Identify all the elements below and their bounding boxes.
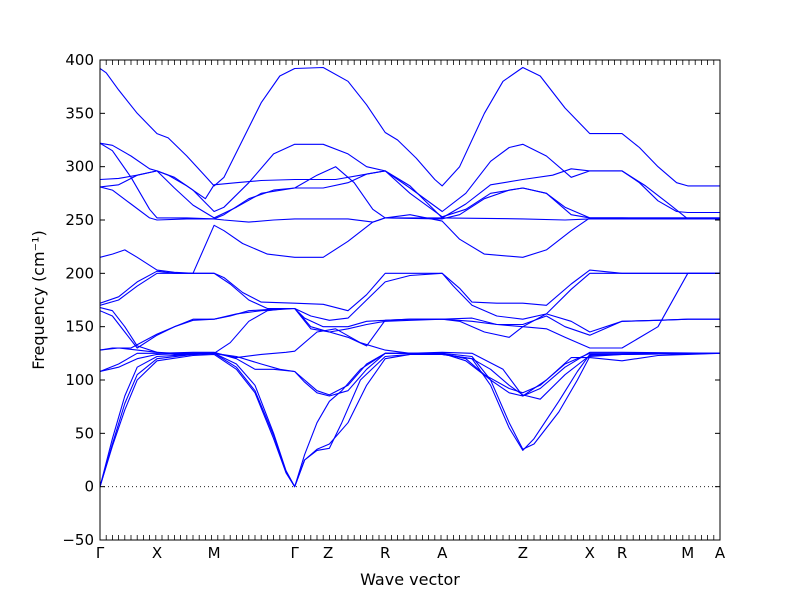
x-tick-label: X <box>152 544 162 562</box>
band-line-6 <box>100 186 720 223</box>
band-line-15 <box>100 328 720 397</box>
y-tick-label: −50 <box>62 531 94 549</box>
band-line-11 <box>100 307 720 349</box>
y-axis-label: Frequency (cm⁻¹) <box>29 230 48 369</box>
x-tick-label: Z <box>323 544 333 562</box>
x-tick-label: A <box>437 544 448 562</box>
band-line-2 <box>100 142 720 214</box>
band-line-7 <box>100 214 720 274</box>
y-tick-label: 300 <box>65 158 94 176</box>
band-line-5 <box>100 142 720 220</box>
band-line-9 <box>100 272 720 321</box>
x-tick-label: M <box>208 544 221 562</box>
x-axis-label: Wave vector <box>360 570 460 589</box>
y-tick-label: 250 <box>65 211 94 229</box>
band-line-12 <box>100 307 720 351</box>
x-tick-label: X <box>585 544 595 562</box>
band-line-16 <box>100 352 720 488</box>
y-tick-label: 200 <box>65 264 94 282</box>
x-tick-label: A <box>715 544 726 562</box>
y-tick-label: 350 <box>65 104 94 122</box>
y-tick-label: 0 <box>84 478 94 496</box>
band-line-4 <box>100 170 720 220</box>
band-line-8 <box>100 269 720 312</box>
y-tick-label: 150 <box>65 318 94 336</box>
band-line-10 <box>100 272 720 355</box>
band-line-14 <box>100 351 720 397</box>
band-line-17 <box>100 352 720 488</box>
y-tick-label: 100 <box>65 371 94 389</box>
x-tick-label: R <box>380 544 390 562</box>
x-tick-label: Γ <box>96 544 105 562</box>
x-tick-label: R <box>617 544 627 562</box>
x-tick-label: Γ <box>291 544 300 562</box>
plot-frame <box>99 59 721 541</box>
y-tick-label: 400 <box>65 51 94 69</box>
band-line-1 <box>100 66 720 187</box>
x-tick-label: Z <box>518 544 528 562</box>
x-tick-label: M <box>681 544 694 562</box>
y-tick-label: 50 <box>75 424 94 442</box>
band-line-18 <box>100 352 720 488</box>
